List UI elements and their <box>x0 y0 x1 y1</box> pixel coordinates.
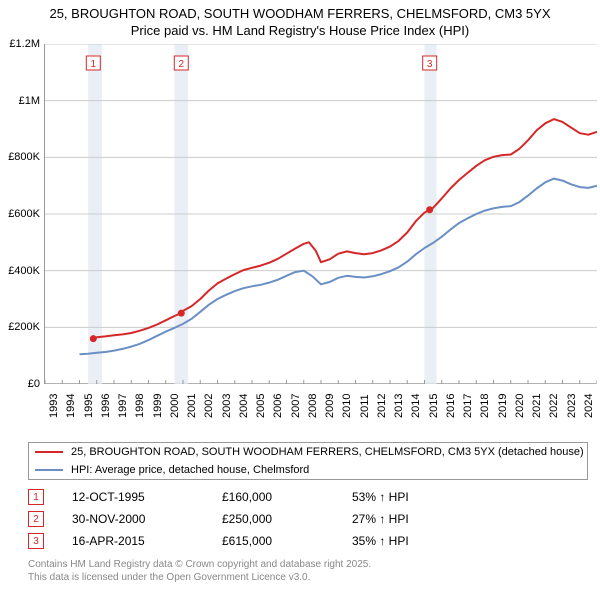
footer-line-1: Contains HM Land Registry data © Crown c… <box>28 559 371 570</box>
marker-badge: 3 <box>28 533 44 549</box>
marker-details-block: 1 12-OCT-1995£160,00053% ↑ HPI 2 30-NOV-200… <box>28 486 588 552</box>
x-tick-label: 2005 <box>255 394 267 418</box>
chart-svg: 1 2 3 <box>45 44 597 384</box>
x-tick-label: 1993 <box>48 394 60 418</box>
legend-swatch <box>35 469 63 471</box>
marker-price: £615,000 <box>222 534 352 548</box>
x-tick-label: 2008 <box>307 394 319 418</box>
svg-text:2: 2 <box>178 59 184 70</box>
marker-date: 12-OCT-1995 <box>72 490 222 504</box>
x-tick-label: 2015 <box>428 394 440 418</box>
x-tick-label: 2009 <box>324 394 336 418</box>
x-tick-label: 1996 <box>100 394 112 418</box>
chart-area: £0£200K£400K£600K£800K£1M£1.2M 123 19931… <box>0 44 600 404</box>
x-tick-label: 2001 <box>186 394 198 418</box>
marker-detail-row: 1 12-OCT-1995£160,00053% ↑ HPI <box>28 486 588 508</box>
legend-item: 25, BROUGHTON ROAD, SOUTH WOODHAM FERRER… <box>29 443 587 461</box>
x-tick-label: 2007 <box>290 394 302 418</box>
x-tick-label: 2023 <box>566 394 578 418</box>
x-tick-label: 2013 <box>393 394 405 418</box>
y-tick-label: £600K <box>8 208 40 220</box>
y-tick-label: £0 <box>28 378 40 390</box>
x-tick-label: 2010 <box>341 394 353 418</box>
legend-label: HPI: Average price, detached house, Chel… <box>71 464 309 476</box>
marker-pct: 27% ↑ HPI <box>352 512 588 526</box>
legend-box: 25, BROUGHTON ROAD, SOUTH WOODHAM FERRER… <box>28 442 588 480</box>
x-tick-label: 1994 <box>65 394 77 418</box>
x-tick-label: 1995 <box>83 394 95 418</box>
x-tick-label: 2003 <box>221 394 233 418</box>
marker-badge: 1 <box>28 489 44 505</box>
footer-line-2: This data is licensed under the Open Gov… <box>28 572 310 583</box>
marker-badge: 2 <box>28 511 44 527</box>
title-line-2: Price paid vs. HM Land Registry's House … <box>131 23 469 38</box>
x-tick-label: 2018 <box>479 394 491 418</box>
chart-title: 25, BROUGHTON ROAD, SOUTH WOODHAM FERRER… <box>0 0 600 42</box>
x-tick-label: 2002 <box>203 394 215 418</box>
marker-pct: 35% ↑ HPI <box>352 534 588 548</box>
x-tick-label: 2024 <box>583 394 595 418</box>
x-axis-labels: 1993 1994 1995 1996 1997 1998 1999 2000 2001 2002… <box>44 386 596 426</box>
chart-container: 25, BROUGHTON ROAD, SOUTH WOODHAM FERRER… <box>0 0 600 590</box>
y-tick-label: £1.2M <box>9 38 40 50</box>
y-tick-label: £200K <box>8 321 40 333</box>
legend-label: 25, BROUGHTON ROAD, SOUTH WOODHAM FERRER… <box>71 446 584 458</box>
svg-text:3: 3 <box>427 59 433 70</box>
x-tick-label: 2004 <box>238 394 250 418</box>
x-tick-label: 2022 <box>548 394 560 418</box>
x-tick-label: 2019 <box>497 394 509 418</box>
marker-price: £250,000 <box>222 512 352 526</box>
footer-attribution: Contains HM Land Registry data © Crown c… <box>28 559 588 584</box>
title-line-1: 25, BROUGHTON ROAD, SOUTH WOODHAM FERRER… <box>49 6 550 21</box>
x-tick-label: 2006 <box>272 394 284 418</box>
x-tick-label: 2021 <box>531 394 543 418</box>
x-tick-label: 2000 <box>169 394 181 418</box>
marker-date: 16-APR-2015 <box>72 534 222 548</box>
marker-detail-row: 3 16-APR-2015£615,00035% ↑ HPI <box>28 530 588 552</box>
marker-date: 30-NOV-2000 <box>72 512 222 526</box>
x-tick-label: 2014 <box>410 394 422 418</box>
y-tick-label: £400K <box>8 265 40 277</box>
x-tick-label: 2012 <box>376 394 388 418</box>
x-tick-label: 1999 <box>152 394 164 418</box>
marker-detail-row: 2 30-NOV-2000£250,00027% ↑ HPI <box>28 508 588 530</box>
marker-pct: 53% ↑ HPI <box>352 490 588 504</box>
x-tick-label: 2020 <box>514 394 526 418</box>
x-tick-label: 1997 <box>117 394 129 418</box>
x-tick-label: 1998 <box>134 394 146 418</box>
x-tick-label: 2016 <box>445 394 457 418</box>
x-tick-label: 2017 <box>462 394 474 418</box>
legend-item: HPI: Average price, detached house, Chel… <box>29 461 587 479</box>
y-tick-label: £1M <box>19 95 40 107</box>
legend-swatch <box>35 451 63 453</box>
svg-text:1: 1 <box>91 59 97 70</box>
marker-price: £160,000 <box>222 490 352 504</box>
y-tick-label: £800K <box>8 151 40 163</box>
x-tick-label: 2011 <box>359 394 371 418</box>
plot-region: 1 2 3 <box>44 44 596 384</box>
y-axis-labels: £0£200K£400K£600K£800K£1M£1.2M <box>0 44 44 404</box>
